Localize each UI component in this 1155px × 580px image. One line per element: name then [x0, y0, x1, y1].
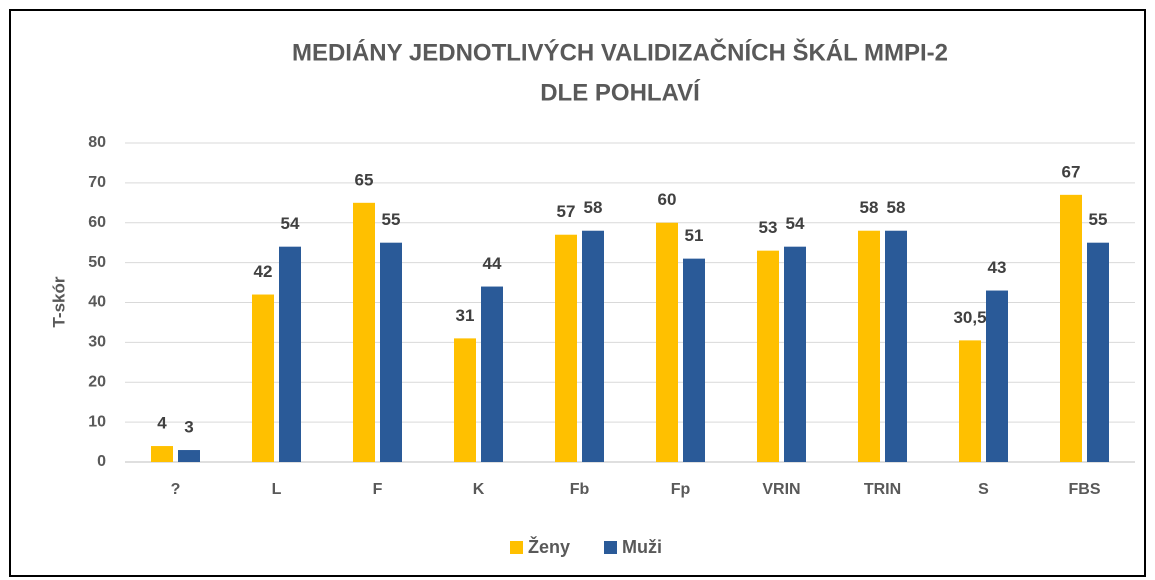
chart-frame [9, 9, 1146, 577]
bar [986, 290, 1008, 462]
x-tick-label: FBS [1069, 481, 1101, 498]
bar [582, 230, 604, 462]
x-tick-label: L [272, 481, 282, 498]
bar [279, 246, 301, 462]
value-label: 53 [759, 218, 778, 237]
bar [885, 230, 907, 462]
bar [959, 340, 981, 462]
value-label: 65 [355, 170, 374, 189]
x-tick-label: F [373, 481, 383, 498]
bar [380, 242, 402, 462]
bar [454, 338, 476, 462]
legend-label: Muži [622, 537, 662, 557]
legend-swatch [604, 541, 617, 554]
y-tick-label: 50 [88, 254, 106, 271]
value-label: 42 [254, 262, 273, 281]
value-label: 58 [860, 198, 879, 217]
bar [784, 246, 806, 462]
value-label: 67 [1062, 162, 1081, 181]
value-label: 55 [382, 210, 401, 229]
value-label: 57 [557, 202, 576, 221]
value-label: 58 [584, 198, 603, 217]
y-axis-label: T-skór [49, 276, 68, 327]
bar [656, 222, 678, 462]
bar [757, 250, 779, 462]
bar [178, 450, 200, 462]
value-label: 58 [887, 198, 906, 217]
y-tick-label: 0 [97, 453, 106, 470]
value-label: 60 [658, 190, 677, 209]
value-label: 54 [786, 214, 805, 233]
y-tick-label: 10 [88, 413, 106, 430]
chart-title: DLE POHLAVÍ [540, 78, 701, 106]
bar [683, 258, 705, 462]
x-tick-label: VRIN [762, 481, 800, 498]
value-label: 43 [988, 258, 1007, 277]
y-tick-label: 40 [88, 294, 106, 311]
legend-label: Ženy [528, 536, 570, 557]
y-tick-label: 30 [88, 334, 106, 351]
bar [555, 234, 577, 462]
y-tick-label: 80 [88, 134, 106, 151]
value-label: 4 [157, 414, 167, 433]
x-tick-label: ? [171, 481, 181, 498]
x-tick-label: Fp [671, 481, 691, 498]
value-label: 31 [456, 306, 475, 325]
y-tick-label: 70 [88, 174, 106, 191]
y-tick-label: 20 [88, 373, 106, 390]
value-label: 51 [685, 226, 704, 245]
bar [481, 286, 503, 462]
bar [353, 202, 375, 462]
value-label: 3 [184, 418, 193, 437]
chart-title: MEDIÁNY JEDNOTLIVÝCH VALIDIZAČNÍCH ŠKÁL … [292, 38, 948, 66]
value-label: 54 [281, 214, 300, 233]
value-label: 30,5 [953, 308, 986, 327]
x-tick-label: Fb [570, 481, 590, 498]
bar [858, 230, 880, 462]
bar [1087, 242, 1109, 462]
x-tick-label: K [473, 481, 485, 498]
bar [151, 446, 173, 462]
legend-swatch [510, 541, 523, 554]
value-label: 55 [1089, 210, 1108, 229]
y-tick-label: 60 [88, 214, 106, 231]
x-tick-label: TRIN [864, 481, 901, 498]
value-label: 44 [483, 254, 502, 273]
bar [1060, 194, 1082, 462]
bar [252, 294, 274, 462]
x-tick-label: S [978, 481, 989, 498]
